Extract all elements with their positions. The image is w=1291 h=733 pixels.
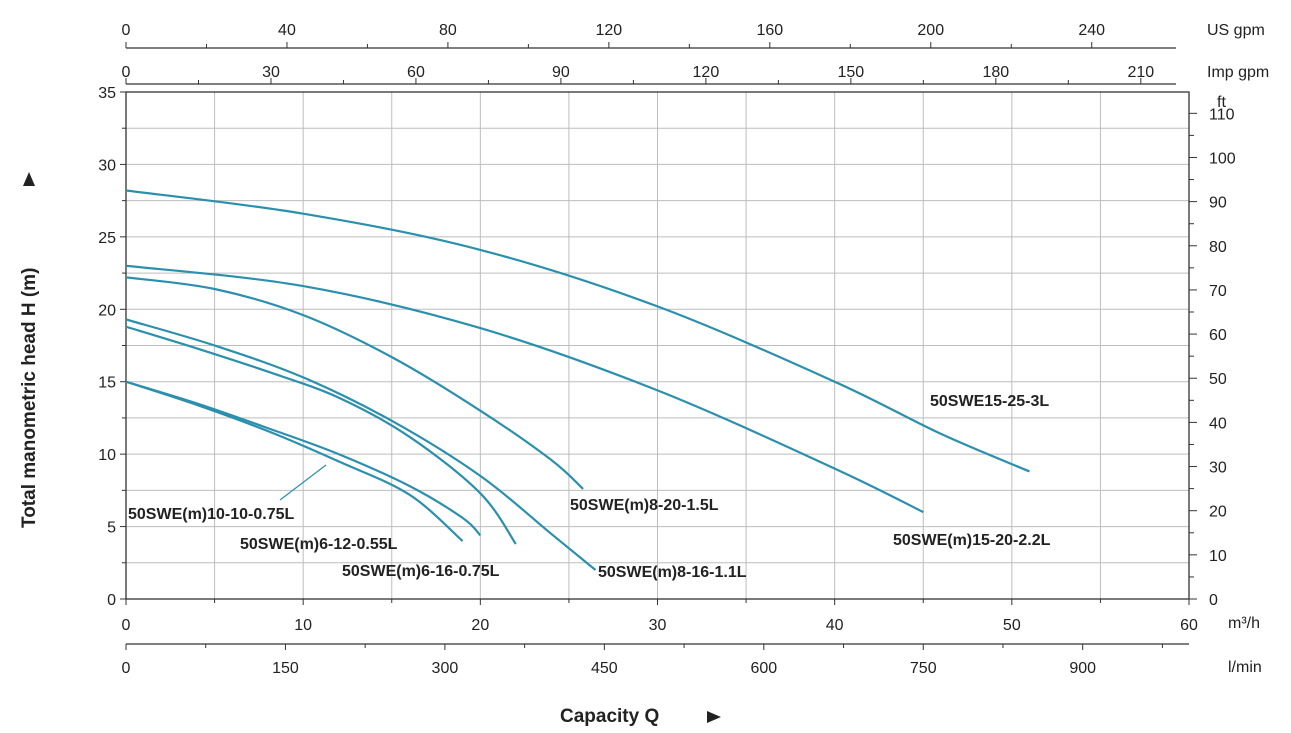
curve-label: 50SWE(m)10-10-0.75L xyxy=(128,506,295,523)
curve-label: 50SWE(m)8-16-1.1L xyxy=(598,564,747,581)
usgpm-tick-label: 0 xyxy=(122,22,131,39)
m3h-unit-label: m³/h xyxy=(1228,615,1260,632)
y-tick-label: 0 xyxy=(107,592,116,609)
curve-label: 50SWE(m)6-12-0.55L xyxy=(240,536,398,553)
impgpm-tick-label: 60 xyxy=(407,64,425,81)
series-line xyxy=(125,325,517,545)
curves xyxy=(125,189,1030,571)
usgpm-tick-label: 120 xyxy=(596,22,623,39)
x-axis-arrow-icon xyxy=(707,711,721,723)
ft-tick-label: 20 xyxy=(1209,504,1227,521)
y-tick-label: 30 xyxy=(98,157,116,174)
curve-label: 50SWE15-25-3L xyxy=(930,393,1049,410)
lmin-tick-label: 150 xyxy=(272,660,299,677)
y-axis-arrow-icon xyxy=(23,172,35,186)
usgpm-tick-label: 80 xyxy=(439,22,457,39)
axes: 0510152025303501020304050607080901001100… xyxy=(98,22,1236,677)
lmin-tick-label: 0 xyxy=(122,660,131,677)
x-tick-label: 30 xyxy=(649,617,667,634)
ft-tick-label: 0 xyxy=(1209,592,1218,609)
usgpm-tick-label: 160 xyxy=(756,22,783,39)
impgpm-tick-label: 30 xyxy=(262,64,280,81)
x-tick-label: 60 xyxy=(1180,617,1198,634)
ft-tick-label: 40 xyxy=(1209,415,1227,432)
y-tick-label: 35 xyxy=(98,85,116,102)
leader-line xyxy=(279,464,327,501)
x-tick-label: 0 xyxy=(122,617,131,634)
ft-tick-label: 80 xyxy=(1209,239,1227,256)
curve-label: 50SWE(m)15-20-2.2L xyxy=(893,532,1051,549)
impgpm-tick-label: 90 xyxy=(552,64,570,81)
series-line xyxy=(125,318,597,571)
x-tick-label: 50 xyxy=(1003,617,1021,634)
ft-unit-label: ft xyxy=(1217,94,1226,111)
curve-label: 50SWE(m)8-20-1.5L xyxy=(570,497,719,514)
grid-lines xyxy=(126,92,1189,599)
lmin-tick-label: 900 xyxy=(1069,660,1096,677)
x-axis-title: Capacity Q xyxy=(560,706,659,727)
series-line xyxy=(125,380,464,542)
series-line xyxy=(125,189,1030,473)
impgpm-tick-label: 150 xyxy=(838,64,865,81)
lmin-unit-label: l/min xyxy=(1228,659,1262,676)
ft-tick-label: 50 xyxy=(1209,371,1227,388)
ft-tick-label: 30 xyxy=(1209,460,1227,477)
impgpm-tick-label: 0 xyxy=(122,64,131,81)
impgpm-tick-label: 210 xyxy=(1127,64,1154,81)
impgpm-tick-label: 180 xyxy=(982,64,1009,81)
x-tick-label: 20 xyxy=(471,617,489,634)
lmin-tick-label: 300 xyxy=(432,660,459,677)
y-tick-label: 25 xyxy=(98,230,116,247)
curve-labels: 50SWE(m)10-10-0.75L 50SWE(m)6-12-0.55L 50S… xyxy=(128,393,1051,581)
y-axis-title: Total manometric head H (m) xyxy=(19,268,40,528)
ft-tick-label: 60 xyxy=(1209,327,1227,344)
x-tick-label: 40 xyxy=(826,617,844,634)
series-line xyxy=(125,264,924,514)
usgpm-unit-label: US gpm xyxy=(1207,22,1265,39)
ft-tick-label: 70 xyxy=(1209,283,1227,300)
usgpm-tick-label: 240 xyxy=(1078,22,1105,39)
ft-tick-label: 90 xyxy=(1209,195,1227,212)
series-line xyxy=(125,276,584,490)
usgpm-tick-label: 40 xyxy=(278,22,296,39)
ft-tick-label: 110 xyxy=(1209,106,1235,123)
y-tick-label: 15 xyxy=(98,375,116,392)
y-tick-label: 10 xyxy=(98,447,116,464)
ft-tick-label: 100 xyxy=(1209,150,1236,167)
x-tick-label: 10 xyxy=(294,617,312,634)
y-tick-label: 5 xyxy=(107,520,116,537)
series-line xyxy=(125,380,482,537)
impgpm-unit-label: Imp gpm xyxy=(1207,64,1269,81)
usgpm-tick-label: 200 xyxy=(917,22,944,39)
lmin-tick-label: 750 xyxy=(910,660,937,677)
lmin-tick-label: 600 xyxy=(750,660,777,677)
y-tick-label: 20 xyxy=(98,302,116,319)
impgpm-tick-label: 120 xyxy=(693,64,720,81)
curve-label: 50SWE(m)6-16-0.75L xyxy=(342,563,500,580)
lmin-tick-label: 450 xyxy=(591,660,618,677)
ft-tick-label: 10 xyxy=(1209,548,1227,565)
